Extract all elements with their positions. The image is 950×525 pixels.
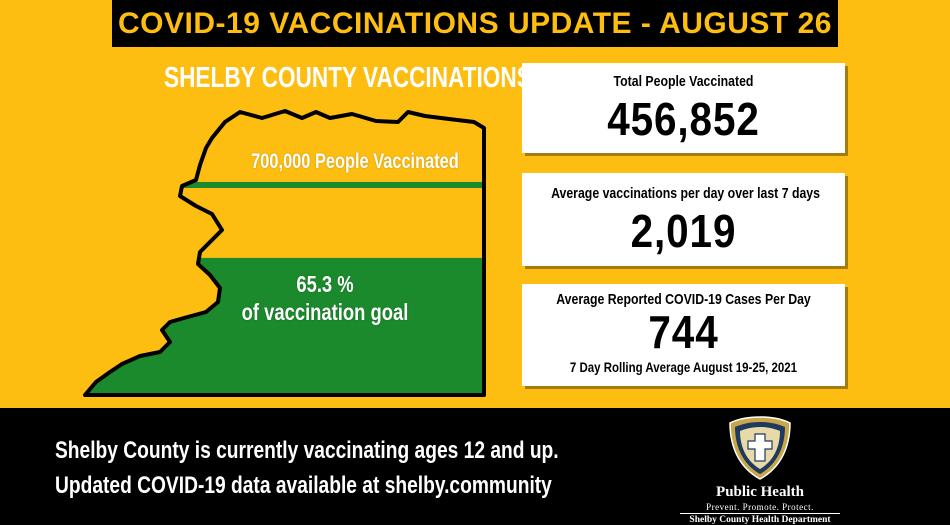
avg-cases-note: 7 Day Rolling Average August 19-25, 2021 [569,359,798,375]
public-health-logo: Public Health Prevent. Promote. Protect.… [676,412,844,525]
map-title: SHELBY COUNTY VACCINATIONS [164,62,532,94]
logo-title: Public Health [716,484,804,500]
header-bar: COVID-19 VACCINATIONS UPDATE - AUGUST 26 [112,0,838,47]
page-title: COVID-19 VACCINATIONS UPDATE - AUGUST 26 [118,6,832,40]
shield-cross-icon [729,416,791,480]
logo-tagline: Prevent. Promote. Protect. [706,502,814,512]
footer-data-link-text: Updated COVID-19 data available at shelb… [55,472,552,499]
avg-vaccinations-card: Average vaccinations per day over last 7… [522,173,845,266]
avg-cases-label: Average Reported COVID-19 Cases Per Day [556,291,811,308]
logo-divider [680,513,840,514]
avg-vaccinations-value: 2,019 [630,205,737,257]
footer-bar [0,408,950,525]
logo-department: Shelby County Health Department [689,515,831,525]
total-vaccinated-value: 456,852 [607,93,760,145]
progress-goal-text: of vaccination goal [241,299,409,325]
goal-marker-line [85,182,484,188]
progress-label: 65.3 % of vaccination goal [241,270,409,326]
progress-percent-text: 65.3 % [296,271,354,297]
county-outline [83,109,486,397]
avg-vaccinations-label: Average vaccinations per day over last 7… [551,185,820,202]
avg-cases-card: Average Reported COVID-19 Cases Per Day … [522,284,845,386]
total-vaccinated-label: Total People Vaccinated [613,73,754,90]
goal-label: 700,000 People Vaccinated [251,150,459,173]
footer-age-eligibility-text: Shelby County is currently vaccinating a… [55,437,559,464]
avg-cases-value: 744 [648,306,719,358]
total-vaccinated-card: Total People Vaccinated 456,852 [522,63,845,153]
